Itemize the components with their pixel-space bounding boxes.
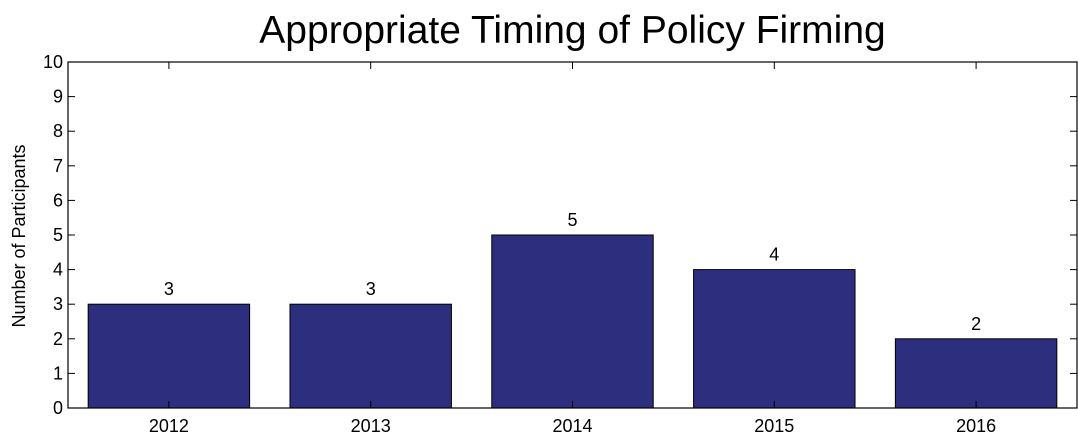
data-label-2016: 2 <box>971 314 981 334</box>
axes-layer <box>67 61 1078 409</box>
data-label-2012: 3 <box>164 279 174 299</box>
plot-frame <box>67 61 1078 409</box>
y-axis-label: Number of Participants <box>9 144 29 327</box>
bar-2013 <box>289 303 452 409</box>
y-tick-label-7: 7 <box>53 156 63 176</box>
y-tick-label-3: 3 <box>53 294 63 314</box>
y-tick-label-5: 5 <box>53 225 63 245</box>
y-tick-label-10: 10 <box>43 52 63 72</box>
bar-2014 <box>491 234 654 409</box>
bar-2012 <box>87 303 251 409</box>
y-tick-label-4: 4 <box>53 260 63 280</box>
y-tick-label-9: 9 <box>53 87 63 107</box>
x-tick-label-2015: 2015 <box>754 416 794 436</box>
data-label-2014: 5 <box>567 210 577 230</box>
y-tick-label-6: 6 <box>53 190 63 210</box>
bar-2016 <box>894 338 1058 409</box>
data-label-2013: 3 <box>366 279 376 299</box>
y-tick-label-0: 0 <box>53 398 63 418</box>
x-tick-label-2016: 2016 <box>956 416 996 436</box>
y-tick-label-2: 2 <box>53 329 63 349</box>
y-tick-label-1: 1 <box>53 363 63 383</box>
data-label-2015: 4 <box>769 245 779 265</box>
chart-title: Appropriate Timing of Policy Firming <box>259 9 886 52</box>
labels-layer: 3 2012 3 2013 5 2014 4 2015 2 2016 0 1 2 3 4 5 6 7 8 9 10 <box>43 52 996 436</box>
bars-layer <box>87 234 1058 409</box>
x-tick-label-2014: 2014 <box>552 416 592 436</box>
x-tick-label-2013: 2013 <box>351 416 391 436</box>
x-tick-label-2012: 2012 <box>149 416 189 436</box>
bar-2015 <box>693 269 856 409</box>
y-tick-label-8: 8 <box>53 121 63 141</box>
